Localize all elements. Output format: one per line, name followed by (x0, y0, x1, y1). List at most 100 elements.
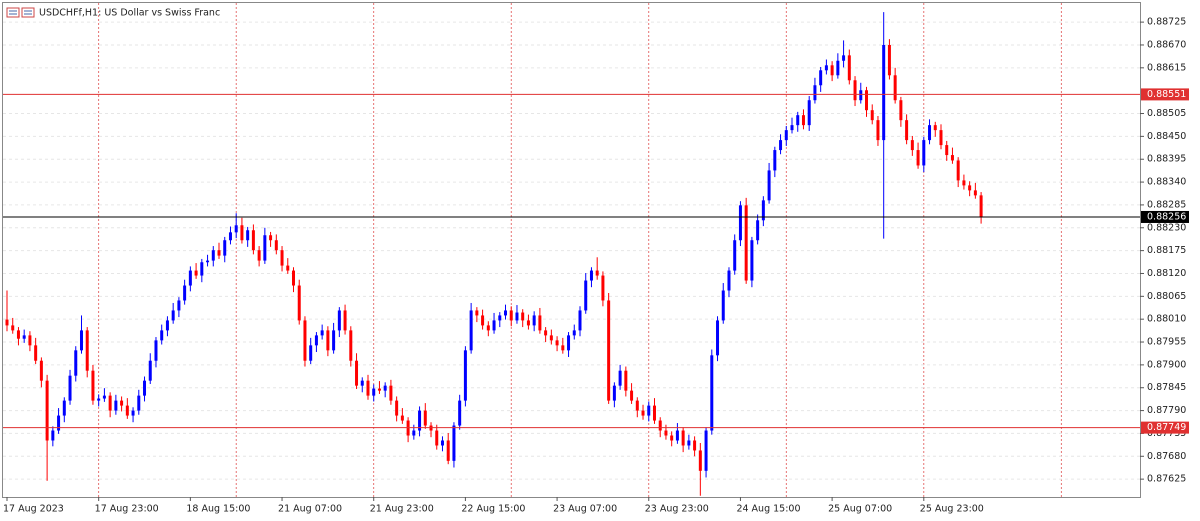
candle-body (641, 410, 645, 416)
candle-body (916, 150, 920, 166)
plot-frame (2, 2, 1141, 498)
candle-body (366, 380, 370, 396)
candle-body (377, 388, 381, 391)
candle-body (555, 340, 559, 346)
candle-body (131, 410, 135, 416)
candle-body (234, 225, 238, 233)
candle-body (670, 435, 674, 441)
candle-body (62, 400, 66, 416)
candle-body (624, 370, 628, 391)
candle-body (532, 315, 536, 326)
candle-body (154, 340, 158, 361)
candle-body (16, 330, 20, 339)
candle-body (652, 405, 656, 421)
candle-body (973, 190, 977, 196)
candle-body (458, 400, 462, 426)
candle-body (492, 320, 496, 331)
candle-body (114, 400, 118, 411)
y-tick-label: 0.88450 (1147, 131, 1186, 142)
candle-body (842, 55, 846, 61)
candle-body (211, 250, 215, 261)
chart-title: USDCHFf,H1: US Dollar vs Swiss Franc (39, 8, 220, 19)
candle-body (360, 380, 364, 386)
candle-body (475, 310, 479, 316)
candle-body (120, 400, 124, 406)
candle-body (584, 280, 588, 311)
candle-body (716, 320, 720, 356)
y-tick-label: 0.88010 (1147, 314, 1186, 325)
y-tick-label: 0.87790 (1147, 405, 1186, 416)
candle-body (933, 125, 937, 131)
candle-body (418, 410, 422, 431)
candle-body (968, 185, 972, 191)
candle-body (813, 85, 817, 101)
candle-body (945, 145, 949, 156)
candle-body (544, 330, 548, 336)
candle-body (423, 410, 427, 426)
candle-body (165, 320, 169, 331)
candle-body (612, 385, 616, 401)
candle-body (463, 350, 467, 401)
candle-body (45, 380, 49, 441)
y-tick-label: 0.87955 (1147, 337, 1186, 348)
y-tick-label: 0.88340 (1147, 177, 1186, 188)
candle-body (286, 265, 290, 271)
candle-body (74, 350, 78, 376)
candle-body (435, 430, 439, 446)
candle-body (412, 430, 416, 436)
candle-body (784, 130, 788, 141)
candle-body (395, 400, 399, 416)
x-tick-label: 22 Aug 15:00 (461, 504, 525, 515)
candle-body (630, 390, 634, 401)
y-tick-label: 0.88230 (1147, 222, 1186, 233)
y-tick-label: 0.88065 (1147, 291, 1186, 302)
x-tick-label: 25 Aug 23:00 (920, 504, 984, 515)
candle-body (589, 270, 593, 281)
candle-body (85, 330, 89, 371)
candle-body (332, 330, 336, 351)
candle-body (744, 205, 748, 281)
candle-body (102, 395, 106, 399)
candle-body (509, 310, 513, 321)
candle-body (280, 250, 284, 266)
candle-body (51, 430, 55, 441)
candle-body (836, 60, 840, 76)
candle-body (515, 312, 519, 321)
y-tick-label: 0.88120 (1147, 268, 1186, 279)
candle-body (292, 270, 295, 286)
candle-body (922, 140, 926, 166)
y-tick-label: 0.87900 (1147, 359, 1186, 370)
candle-body (5, 319, 9, 326)
price-level-label: 0.87749 (1147, 422, 1186, 433)
candle-body (526, 320, 530, 326)
candle-body (807, 100, 811, 126)
candle-body (607, 300, 611, 401)
candle-body (893, 75, 897, 101)
candle-body (601, 275, 605, 301)
candle-body (39, 360, 43, 381)
candle-body (578, 310, 582, 331)
candle-body (761, 200, 765, 221)
candle-body (561, 345, 565, 351)
candle-body (22, 335, 26, 339)
candle-body (400, 415, 404, 421)
candle-body (790, 125, 794, 131)
candle-body (269, 235, 273, 241)
candle-body (899, 100, 903, 121)
candle-body (727, 270, 731, 291)
candle-body (939, 130, 943, 146)
y-tick-label: 0.87845 (1147, 382, 1186, 393)
candle-body (567, 335, 571, 351)
candle-body (956, 160, 960, 181)
candle-body (549, 335, 553, 341)
candle-body (721, 290, 725, 321)
candle-body (572, 330, 576, 336)
candle-body (618, 370, 622, 386)
y-tick-label: 0.88615 (1147, 62, 1186, 73)
candle-body (979, 195, 983, 217)
candle-body (372, 388, 376, 396)
candle-body (28, 335, 32, 346)
candle-body (263, 235, 267, 261)
candle-body (108, 395, 112, 411)
x-tick-label: 17 Aug 2023 (3, 504, 64, 515)
